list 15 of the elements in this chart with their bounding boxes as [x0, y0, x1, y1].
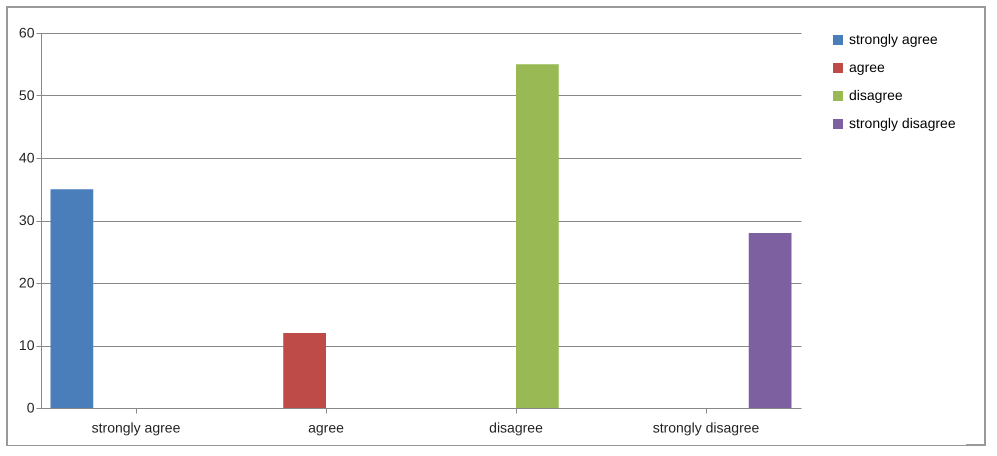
y-tick-label: 10 [18, 337, 35, 353]
y-tick-label: 30 [18, 212, 35, 228]
x-tick-label: strongly agree [92, 420, 181, 436]
legend-label: agree [849, 59, 886, 75]
x-tick-label: disagree [489, 420, 544, 436]
y-tick-label: 0 [26, 400, 35, 416]
y-tick-label: 60 [18, 24, 35, 40]
legend-label: strongly disagree [849, 115, 956, 131]
x-tick-label: strongly disagree [652, 420, 760, 436]
y-tick-label: 20 [18, 274, 35, 290]
legend-label: strongly agree [849, 31, 938, 47]
y-tick-label: 40 [18, 150, 35, 166]
legend-label: disagree [849, 87, 903, 103]
x-tick-label: agree [308, 420, 344, 436]
y-tick-label: 50 [18, 87, 35, 103]
